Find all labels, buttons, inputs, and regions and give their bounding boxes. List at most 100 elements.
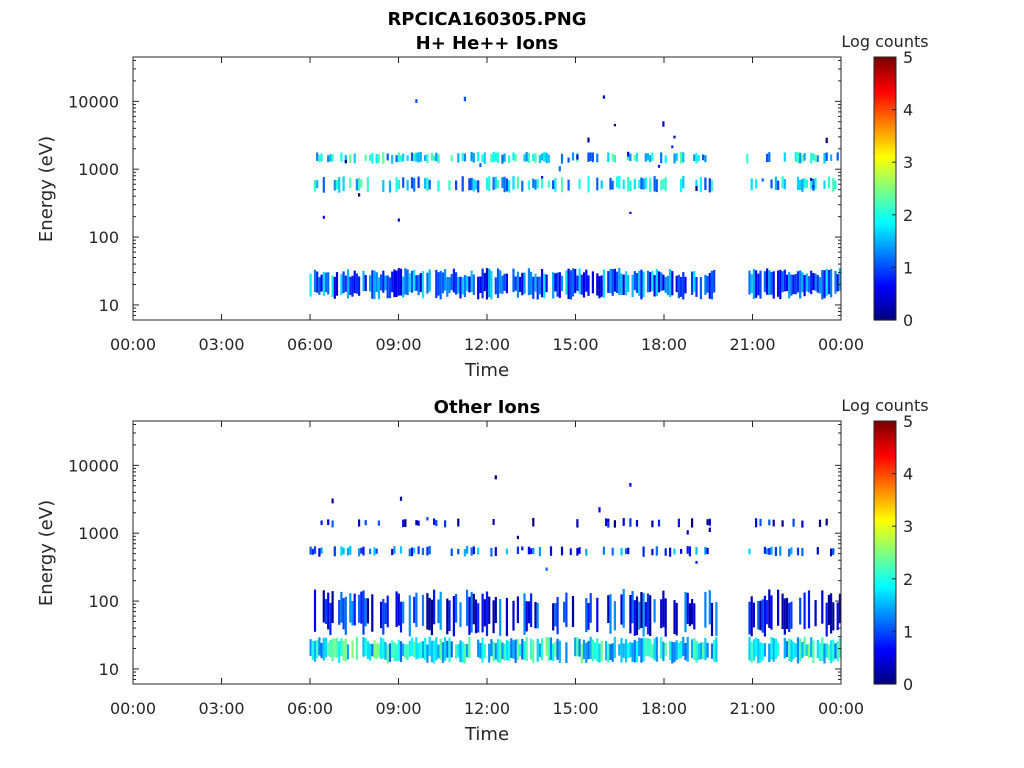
colorbar-segment (874, 426, 896, 430)
figure-title: RPCICA160305.PNG (387, 9, 586, 30)
spectrogram-cell (362, 637, 365, 657)
colorbar-segment (874, 484, 896, 488)
spectrogram-cell (430, 152, 433, 161)
spectrogram-cell (437, 154, 440, 164)
spectrogram-cell (580, 274, 583, 295)
spectrogram-cell (803, 153, 806, 161)
spectrogram-cell (560, 546, 564, 556)
spectrogram-cell (810, 270, 813, 295)
spectrogram-cell (675, 602, 678, 636)
spectrogram-cell (362, 590, 365, 635)
spectrogram-cell (605, 518, 608, 527)
spectrogram-cell (455, 594, 458, 623)
spectrogram-cell (598, 276, 601, 299)
spectrogram-cell (838, 268, 841, 291)
spectrogram-cell (554, 603, 557, 627)
spectrogram-cell (682, 152, 685, 163)
spectrogram-cell (565, 642, 568, 664)
spectrogram-cell (662, 274, 665, 291)
colorbar-segment (874, 497, 896, 501)
spectrogram-cell (419, 641, 422, 659)
spectrogram-cell (397, 218, 400, 222)
spectrogram-cell (585, 548, 588, 556)
spectrogram-cell (578, 547, 581, 554)
spectrogram-cell (338, 641, 341, 663)
spectrogram-cell (435, 152, 438, 162)
x-tick-label: 18:00 (641, 699, 687, 718)
spectrogram-cell (609, 644, 612, 660)
colorbar-tick-label: 0 (903, 675, 913, 694)
spectrogram-cell (651, 548, 654, 556)
spectrogram-cell (514, 639, 517, 663)
spectrogram-cell (311, 548, 314, 555)
spectrogram-cell (684, 643, 687, 661)
colorbar-segment (874, 439, 896, 443)
spectrogram-cell (364, 598, 367, 627)
spectrogram-cell (796, 637, 800, 664)
colorbar-segment (874, 272, 896, 276)
spectrogram-cell (785, 274, 789, 292)
spectrogram-cell (556, 272, 559, 297)
spectrogram-cell (488, 643, 491, 663)
spectrogram-cell (344, 638, 347, 662)
colorbar-segment (874, 620, 896, 625)
spectrogram-cell (642, 271, 645, 298)
spectrogram-cell (635, 273, 639, 293)
colorbar-segment (874, 492, 896, 496)
spectrogram-cell (369, 643, 372, 661)
spectrogram-cell (417, 643, 420, 659)
spectrogram-cell (631, 274, 634, 298)
spectrogram-cell (521, 638, 524, 660)
spectrogram-cell (527, 601, 530, 624)
spectrogram-cell (494, 475, 497, 480)
spectrogram-cell (470, 547, 473, 556)
spectrogram-cell (755, 637, 758, 657)
colorbar-segment (874, 481, 896, 485)
colorbar-segment (874, 639, 896, 643)
colorbar-segment (874, 214, 896, 219)
spectrogram-cell (814, 273, 817, 291)
spectrogram-cell (673, 600, 676, 634)
spectrogram-cell (483, 599, 486, 627)
spectrogram-cell (395, 644, 398, 662)
x-tick-label: 21:00 (729, 335, 775, 354)
spectrogram-cell (706, 547, 709, 555)
spectrogram-cell (759, 600, 762, 631)
spectrogram-cell (825, 137, 828, 144)
spectrogram-cell (534, 179, 537, 190)
spectrogram-cell (660, 637, 663, 659)
spectrogram-cell (558, 640, 561, 663)
spectrogram-cell (384, 275, 387, 291)
spectrogram-cell (669, 547, 672, 557)
spectrogram-cell (664, 277, 667, 293)
colorbar-segment (874, 607, 896, 611)
colorbar-tick-label: 4 (903, 465, 913, 484)
spectrogram-cell (642, 592, 645, 637)
spectrogram-cell (382, 598, 385, 635)
spectrogram-cell (358, 193, 361, 197)
spectrogram-cell (439, 591, 442, 630)
spectrogram-cell (444, 269, 447, 291)
colorbar-segment (874, 586, 896, 590)
spectrogram-cell (616, 176, 619, 188)
colorbar-segment (874, 547, 896, 551)
spectrogram-cell (649, 272, 652, 292)
spectrogram-cell (353, 270, 356, 294)
spectrogram-cell (333, 276, 336, 299)
spectrogram-cell (816, 275, 819, 293)
colorbar-segment (874, 641, 896, 646)
spectrogram-cell (530, 593, 533, 627)
spectrogram-cell (395, 591, 398, 627)
colorbar-segment (874, 623, 896, 627)
spectrogram-cell (825, 152, 828, 161)
spectrogram-cell (444, 637, 447, 661)
spectrogram-cell (413, 270, 416, 291)
spectrogram-cell (565, 592, 568, 628)
spectrogram-cell (710, 643, 714, 659)
x-tick-label: 06:00 (287, 335, 333, 354)
spectrogram-cell (752, 602, 755, 628)
spectrogram-cell (435, 637, 438, 661)
spectrogram-cell (318, 155, 321, 163)
spectrogram-cell (556, 597, 559, 635)
spectrogram-cell (834, 643, 837, 659)
